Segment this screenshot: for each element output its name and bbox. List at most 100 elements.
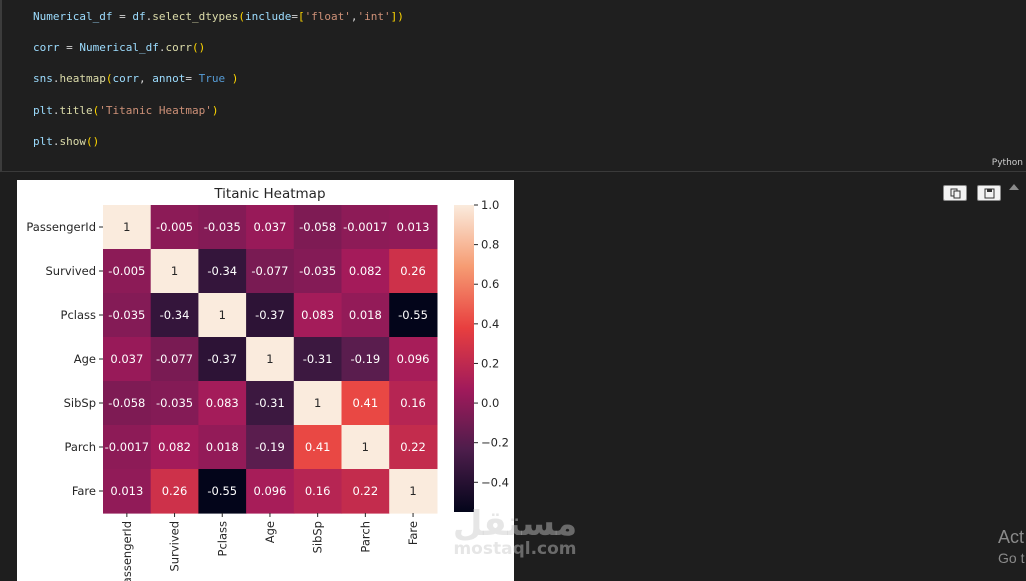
cell-language-label[interactable]: Python [991, 158, 1023, 168]
code-token: . [52, 72, 60, 85]
collapse-output-icon[interactable] [1009, 184, 1019, 190]
code-line[interactable]: Numerical_df = df.select_dtypes(include=… [33, 10, 404, 24]
cell-annotation: 0.22 [400, 440, 426, 454]
watermark-arabic: مستقل [452, 504, 578, 544]
code-token: ) [397, 10, 404, 23]
save-icon [984, 188, 995, 199]
code-token: title [59, 104, 93, 117]
code-token [225, 72, 232, 85]
colorbar-tick-label: 0.6 [481, 277, 499, 291]
code-token: heatmap [59, 72, 106, 85]
cell-annotation: 1 [409, 484, 416, 498]
code-cell[interactable]: Numerical_df = df.select_dtypes(include=… [0, 0, 1026, 172]
cell-output: Titanic Heatmap 1 -0.005 -0.035 0.037 -0.058-… [17, 180, 514, 581]
heatmap-cell [246, 293, 295, 338]
colorbar-tick-label: 0.0 [481, 396, 499, 410]
colorbar-tick-label: 0.8 [481, 238, 499, 252]
cell-annotation: -0.005 [108, 264, 145, 278]
cell-annotation: -0.37 [207, 352, 237, 366]
heatmap-cell [341, 293, 390, 338]
x-tick-label: Pclass [215, 521, 229, 556]
copy-icon [950, 188, 961, 199]
heatmap-cell [293, 205, 343, 250]
heatmap-cell [246, 205, 295, 250]
heatmap-cell [246, 425, 295, 470]
cell-annotation: -0.34 [207, 264, 237, 278]
heatmap-cell [150, 425, 199, 470]
colorbar-tick-label: −0.2 [481, 436, 509, 450]
code-line[interactable]: sns.heatmap(corr, annot= True ) [33, 72, 238, 86]
heatmap-cell [198, 425, 247, 470]
cell-annotation: 0.018 [349, 308, 382, 322]
x-tick-label: PassengerId [120, 521, 134, 581]
copy-output-button[interactable] [943, 185, 967, 201]
cell-annotation: 0.22 [353, 484, 379, 498]
code-token: = [59, 41, 80, 54]
cell-annotation: 1 [171, 264, 178, 278]
colorbar-tick-label: 1.0 [481, 198, 499, 212]
cell-annotation: 0.41 [353, 396, 379, 410]
x-tick-label: Age [263, 521, 277, 543]
heatmap-cell [389, 425, 438, 470]
cell-annotation: -0.31 [255, 396, 285, 410]
heatmap-cell [293, 249, 343, 294]
save-output-button[interactable] [977, 185, 1001, 201]
heatmap-cell [246, 469, 295, 514]
y-tick-label: Age [74, 352, 96, 366]
code-token: , [138, 72, 153, 85]
code-token: Numerical_df [33, 10, 113, 23]
code-line[interactable]: corr = Numerical_df.corr() [33, 41, 205, 55]
heatmap-cell [293, 425, 343, 470]
code-token: , [350, 10, 358, 23]
heatmap-cell [389, 469, 438, 514]
code-token: corr [112, 72, 139, 85]
y-tick-label: PassengerId [26, 220, 96, 234]
code-line[interactable]: plt.title('Titanic Heatmap') [33, 104, 218, 118]
cell-annotation: -0.31 [303, 352, 333, 366]
activation-notice: Act Go t [998, 527, 1024, 567]
y-tick-label: SibSp [64, 396, 96, 410]
code-line[interactable]: plt.show() [33, 135, 99, 149]
code-token: show [59, 135, 87, 148]
heatmap-cell [341, 249, 390, 294]
cell-annotation: -0.55 [398, 308, 428, 322]
colorbar-tick-label: 0.4 [481, 317, 499, 331]
heatmap-cell [150, 381, 199, 426]
code-token: include [244, 10, 292, 23]
heatmap-cell [389, 293, 438, 338]
code-token: = [112, 10, 133, 23]
colorbar-tick-label: −0.4 [481, 475, 509, 489]
cell-annotation: 0.083 [301, 308, 334, 322]
code-token: corr [165, 41, 192, 54]
code-token: ( [238, 10, 245, 23]
code-token: . [145, 10, 153, 23]
watermark: مستقل mostaql.com [450, 505, 580, 559]
cell-annotation: 0.16 [400, 396, 426, 410]
cell-annotation: -0.035 [204, 220, 241, 234]
cell-annotation: 0.096 [253, 484, 286, 498]
heatmap-cell [389, 337, 438, 382]
x-tick-label: Parch [358, 521, 372, 553]
cell-annotation: -0.34 [160, 308, 190, 322]
heatmap-cell [150, 469, 199, 514]
cell-annotation: -0.035 [156, 396, 193, 410]
code-token: () [191, 41, 206, 54]
heatmap-cell [103, 337, 152, 382]
x-tick-label: SibSp [311, 521, 325, 553]
code-token: sns [33, 72, 53, 85]
heatmap-cell [293, 469, 343, 514]
cell-annotation: 0.082 [349, 264, 382, 278]
cell-annotation: 1 [219, 308, 226, 322]
code-token: ( [92, 104, 100, 117]
heatmap-cell [293, 293, 343, 338]
heatmap-cell [150, 249, 199, 294]
heatmap-cell [103, 293, 152, 338]
code-token: [ [297, 10, 305, 23]
cell-annotation: -0.19 [350, 352, 380, 366]
heatmap-cell [389, 381, 438, 426]
heatmap-cell [150, 205, 199, 250]
cell-annotation: 1 [123, 220, 130, 234]
code-token: . [52, 135, 60, 148]
code-token: . [158, 41, 166, 54]
cell-annotation: 0.26 [162, 484, 188, 498]
